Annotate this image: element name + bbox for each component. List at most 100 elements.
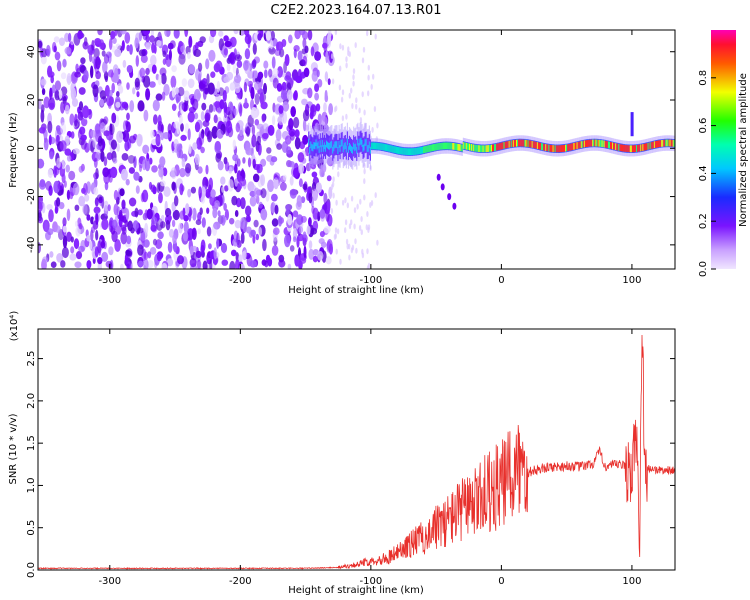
heatmap-cell	[367, 224, 371, 231]
heatmap-cell	[331, 181, 335, 188]
heatmap-cell	[456, 143, 458, 151]
heatmap-cell	[625, 145, 627, 152]
heatmap-cell	[326, 140, 328, 148]
heatmap-cell	[38, 242, 41, 254]
heatmap-cell	[121, 199, 126, 210]
heatmap-cell	[274, 204, 279, 215]
heatmap-cell	[319, 164, 324, 177]
heatmap-cell	[372, 142, 375, 150]
heatmap-cell	[562, 145, 564, 152]
heatmap-cell	[143, 109, 149, 122]
heatmap-cell	[168, 228, 175, 238]
heatmap-cell	[660, 140, 662, 147]
heatmap-cell	[399, 147, 401, 155]
heatmap-cell	[47, 228, 54, 236]
heatmap-cell	[187, 128, 191, 141]
heatmap-cell	[552, 145, 554, 152]
heatmap-cell	[271, 56, 276, 69]
heatmap-cell	[80, 239, 86, 252]
heatmap-cell	[430, 144, 432, 152]
heatmap-cell	[195, 42, 199, 51]
heatmap-cell	[278, 259, 286, 268]
heatmap-cell	[272, 77, 279, 89]
heatmap-cell	[459, 144, 461, 151]
x-tick-label: -100	[360, 275, 383, 286]
heatmap-cell	[251, 124, 256, 137]
heatmap-cell	[287, 263, 292, 269]
heatmap-cell	[369, 202, 372, 208]
heatmap-cell	[392, 145, 394, 153]
heatmap-cell	[56, 60, 62, 72]
heatmap-cell	[75, 63, 79, 72]
heatmap-cell	[673, 140, 675, 147]
heatmap-cell	[86, 234, 91, 242]
heatmap-cell	[397, 146, 399, 154]
heatmap-cell	[255, 233, 260, 241]
heatmap-cell	[122, 59, 127, 68]
heatmap-cell	[506, 141, 508, 149]
heatmap-cell	[135, 185, 140, 194]
heatmap-cell	[166, 30, 171, 38]
heatmap-cell	[316, 142, 318, 150]
heatmap-cell	[367, 64, 370, 71]
heatmap-cell	[44, 221, 49, 232]
heatmap-cell	[344, 219, 348, 226]
heatmap-cell	[158, 167, 164, 178]
heatmap-cell	[95, 213, 99, 226]
heatmap-cell	[436, 143, 438, 151]
heatmap-cell	[264, 69, 268, 79]
heatmap-cell	[129, 135, 136, 144]
heatmap-cell	[610, 142, 612, 149]
heatmap-cell	[457, 143, 459, 151]
y-tick-label: 0.0	[26, 562, 37, 578]
heatmap-cell	[205, 58, 210, 70]
heatmap-cell	[473, 144, 475, 152]
heatmap-cell	[395, 146, 398, 154]
heatmap-cell	[334, 106, 337, 113]
heatmap-cell	[328, 142, 330, 150]
heatmap-cell	[379, 143, 381, 150]
heatmap-cell	[312, 144, 314, 152]
heatmap-cell	[256, 163, 263, 174]
heatmap-cell	[187, 52, 191, 60]
x-tick-label: -100	[360, 576, 383, 587]
heatmap-cell	[582, 140, 584, 148]
heatmap-cell	[350, 195, 354, 202]
heatmap-cell	[223, 105, 228, 119]
heatmap-cell	[135, 55, 139, 67]
heatmap-cell	[149, 81, 156, 88]
heatmap-cell	[339, 145, 341, 152]
heatmap-cell	[666, 139, 668, 147]
heatmap-cell	[398, 147, 400, 154]
heatmap-cell	[360, 137, 362, 145]
heatmap-cell	[77, 30, 83, 40]
heatmap-cell	[633, 145, 635, 153]
heatmap-cell	[351, 146, 353, 153]
heatmap-cell	[332, 146, 334, 154]
heatmap-cell	[112, 37, 117, 44]
heatmap-cell	[637, 145, 639, 152]
heatmap-cell	[190, 186, 196, 194]
heatmap-cell	[151, 165, 158, 173]
heatmap-cell	[461, 144, 463, 152]
heatmap-cell	[303, 67, 310, 78]
heatmap-cell	[558, 145, 560, 153]
heatmap-cell	[239, 104, 243, 117]
heatmap-cell	[173, 121, 181, 129]
heatmap-cell	[497, 143, 499, 151]
heatmap-cell	[206, 226, 212, 237]
heatmap-cell	[198, 186, 202, 199]
heatmap-cell	[80, 139, 87, 150]
heatmap-cell	[322, 42, 328, 49]
heatmap-cell	[594, 139, 596, 147]
heatmap-cell	[100, 122, 106, 133]
heatmap-cell	[300, 196, 306, 204]
heatmap-cell	[645, 143, 647, 151]
heatmap-cell	[245, 126, 251, 137]
colorbar-tick-label: 0.8	[698, 70, 709, 86]
heatmap-cell	[426, 145, 428, 153]
heatmap-cell	[275, 129, 282, 142]
heatmap-cell	[468, 143, 470, 151]
heatmap-cell	[92, 257, 96, 265]
heatmap-cell	[476, 144, 478, 152]
